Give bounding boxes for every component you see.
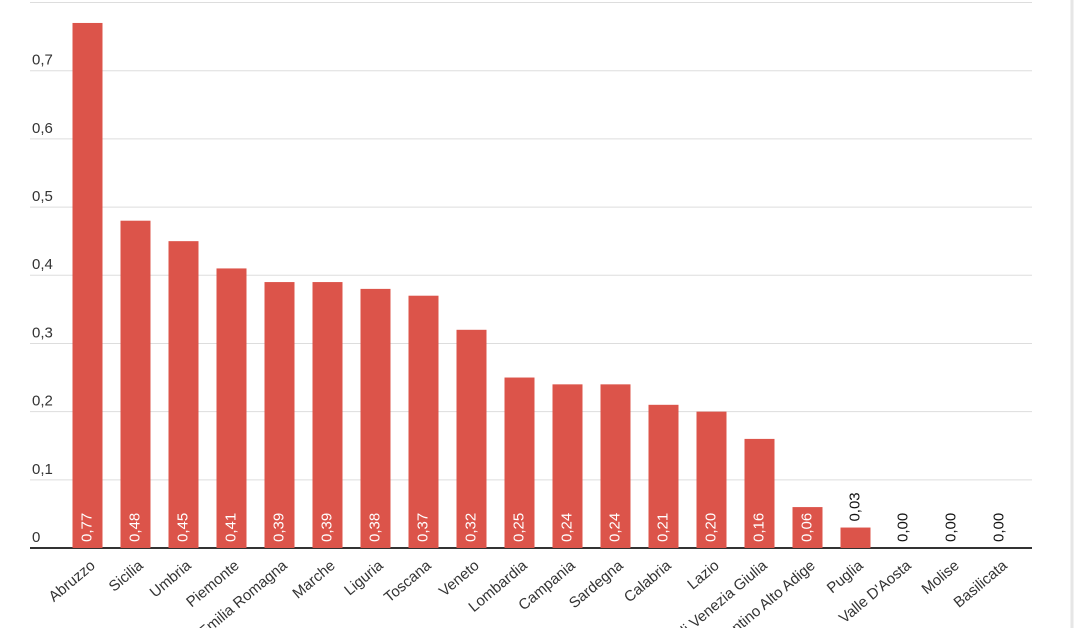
value-label: 0,03 bbox=[846, 492, 863, 521]
value-label: 0,37 bbox=[414, 513, 431, 542]
y-tick-label: 0 bbox=[32, 529, 40, 546]
x-tick-label: Sardegna bbox=[566, 557, 627, 612]
bar bbox=[216, 268, 247, 548]
bar bbox=[744, 438, 775, 548]
y-tick-label: 0,1 bbox=[32, 461, 53, 478]
x-tick-label: Puglia bbox=[824, 557, 867, 597]
x-tick-label: Calabria bbox=[621, 557, 675, 606]
value-label: 0,06 bbox=[798, 513, 815, 542]
y-tick-label: 0,7 bbox=[32, 52, 53, 69]
bar bbox=[648, 404, 679, 548]
x-tick-label: Marche bbox=[289, 557, 338, 602]
x-tick-label: Sicilia bbox=[106, 557, 147, 596]
bar bbox=[456, 329, 487, 548]
bar bbox=[408, 295, 439, 548]
value-label: 0,39 bbox=[270, 513, 287, 542]
y-tick-label: 0,6 bbox=[32, 120, 53, 137]
x-tick-label: Molise bbox=[918, 557, 962, 598]
value-label: 0,24 bbox=[606, 513, 623, 542]
y-tick-label: 0,2 bbox=[32, 393, 53, 410]
value-label: 0,38 bbox=[366, 513, 383, 542]
y-tick-label: 0,4 bbox=[32, 256, 53, 273]
bar bbox=[120, 220, 151, 548]
bar bbox=[792, 507, 823, 548]
bar bbox=[360, 288, 391, 548]
y-tick-label: 0,3 bbox=[32, 324, 53, 341]
y-tick-label: 0,5 bbox=[32, 188, 53, 205]
value-label: 0,48 bbox=[126, 513, 143, 542]
value-label: 0,00 bbox=[942, 513, 959, 542]
value-label: 0,00 bbox=[990, 513, 1007, 542]
bar bbox=[168, 241, 199, 548]
bar bbox=[696, 411, 727, 548]
x-tick-label: Lazio bbox=[684, 557, 722, 593]
value-label: 0,20 bbox=[702, 513, 719, 542]
value-label: 0,45 bbox=[174, 513, 191, 542]
value-label: 0,41 bbox=[222, 513, 239, 542]
value-label: 0,24 bbox=[558, 513, 575, 542]
x-tick-label: Basilicata bbox=[951, 557, 1012, 612]
x-tick-label: Toscana bbox=[381, 557, 435, 606]
bar bbox=[312, 282, 343, 548]
value-label: 0,16 bbox=[750, 513, 767, 542]
value-label: 0,77 bbox=[78, 513, 95, 542]
bar bbox=[840, 527, 871, 548]
x-tick-label: Abruzzo bbox=[46, 557, 99, 605]
bar bbox=[264, 282, 295, 548]
bar bbox=[72, 22, 103, 549]
value-label: 0,32 bbox=[462, 513, 479, 542]
bar bbox=[504, 377, 535, 548]
value-label: 0,39 bbox=[318, 513, 335, 542]
bar bbox=[552, 384, 583, 548]
value-label: 0,21 bbox=[654, 513, 671, 542]
value-label: 0,00 bbox=[894, 513, 911, 542]
value-label: 0,25 bbox=[510, 513, 527, 542]
bar bbox=[600, 384, 631, 548]
